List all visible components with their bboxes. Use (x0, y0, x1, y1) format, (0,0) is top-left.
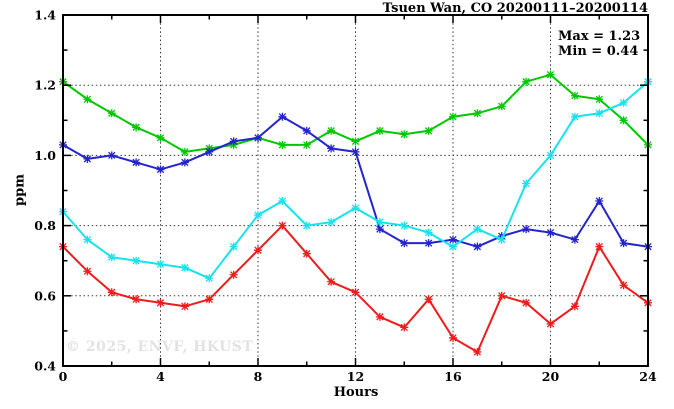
x-tick-label: 4 (156, 369, 165, 384)
tick-marks (63, 15, 648, 366)
blue-line (62, 115, 649, 248)
x-tick-label: 8 (254, 369, 263, 384)
x-tick-label: 16 (444, 369, 462, 384)
plot-frame (62, 14, 649, 367)
y-tick-label: 1.2 (34, 78, 56, 93)
min-annotation: Min = 0.44 (558, 44, 639, 59)
y-axis-label: ppm (12, 174, 28, 206)
chart-title: Tsuen Wan, CO 20200111–20200114 (382, 1, 648, 16)
tick-labels: 0.4 0.6 0.8 1.0 1.2 1.4 0 4 8 12 16 20 24 (34, 8, 657, 385)
green-line-markers (59, 70, 652, 156)
y-tick-label: 1.4 (34, 8, 56, 23)
stats-annotation: Max = 1.23 Min = 0.44 (558, 29, 640, 59)
y-tick-label: 0.8 (34, 218, 56, 233)
x-tick-label: 20 (542, 369, 560, 384)
gridlines (63, 15, 648, 366)
x-tick-label: 12 (347, 369, 364, 384)
x-axis-label: Hours (333, 385, 379, 400)
y-tick-label: 1.0 (34, 148, 56, 163)
x-tick-label: 24 (639, 369, 657, 384)
series-green-line (59, 70, 652, 156)
y-tick-label: 0.6 (34, 288, 56, 303)
x-tick-label: 0 (59, 369, 68, 384)
y-tick-label: 0.4 (34, 359, 56, 374)
watermark: © 2025, ENVF, HKUST (66, 339, 254, 355)
max-annotation: Max = 1.23 (558, 29, 641, 44)
axes (62, 14, 649, 367)
